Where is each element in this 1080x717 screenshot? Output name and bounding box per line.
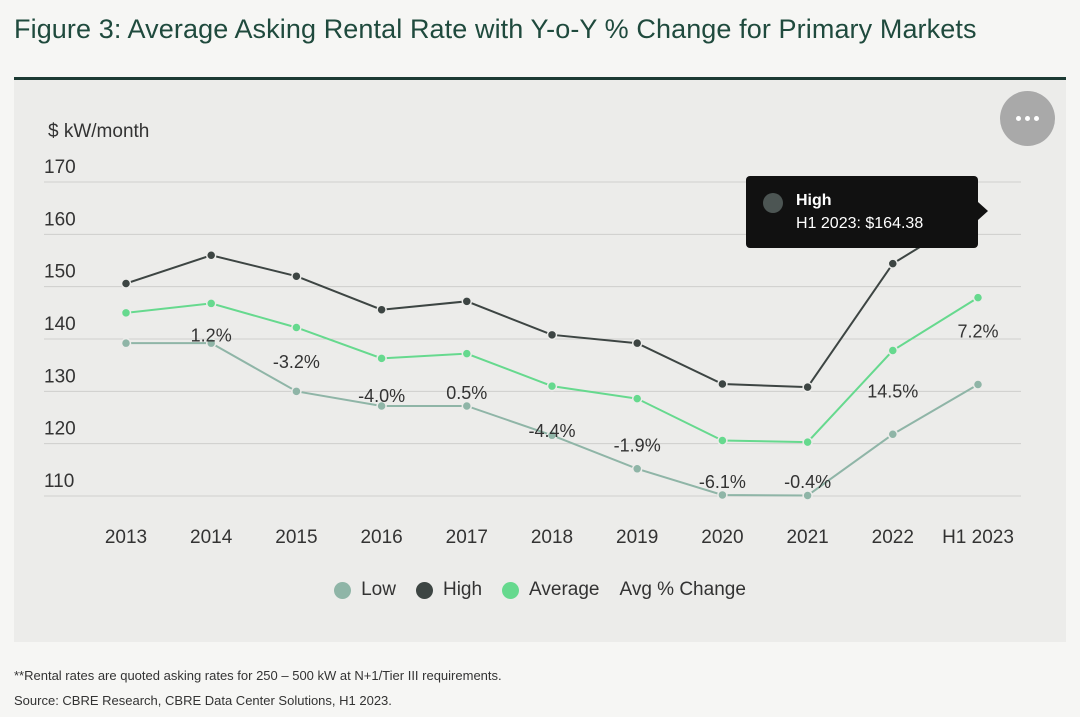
line-chart: $ kW/month 170 160 150 140 130 120 110 2013 2014 2… (44, 121, 1021, 548)
data-point-average (461, 348, 473, 359)
tooltip-value: H1 2023: $164.38 (796, 215, 924, 232)
data-point-high (717, 378, 728, 390)
chart-menu-button[interactable] (1000, 91, 1055, 146)
x-tick-label: 2019 (616, 527, 658, 548)
legend-label-high: High (442, 579, 483, 600)
x-tick-label: 2017 (446, 527, 488, 548)
title-divider (14, 77, 1066, 80)
data-point-high (631, 337, 643, 349)
pct-change-label: 0.5% (446, 383, 487, 403)
figure-title: Figure 3: Average Asking Rental Rate wit… (14, 14, 977, 44)
data-point-low (887, 428, 899, 440)
data-point-low (631, 463, 643, 475)
x-tick-label: 2021 (786, 527, 828, 548)
data-point-low (376, 400, 387, 412)
y-tick-label: 110 (44, 471, 74, 492)
tooltip-series-swatch (763, 193, 783, 213)
data-point-average (291, 322, 302, 333)
x-tick-label: 2020 (701, 527, 743, 548)
data-point-low (972, 379, 984, 390)
x-tick-label: 2016 (360, 527, 402, 548)
data-point-average (546, 380, 558, 392)
pct-change-label: -0.4% (784, 472, 831, 492)
legend-item-average[interactable]: Average (502, 579, 599, 601)
y-tick-label: 170 (44, 157, 76, 178)
pct-change-label: -3.2% (273, 352, 320, 372)
x-tick-label: H1 2023 (942, 527, 1014, 548)
footnote-rental-rates: **Rental rates are quoted asking rates f… (14, 668, 502, 683)
legend-item-low[interactable]: Low (334, 579, 396, 601)
data-point-low (802, 490, 813, 501)
footnote-source: Source: CBRE Research, CBRE Data Center … (14, 693, 392, 708)
data-point-average (717, 435, 728, 446)
y-tick-label: 120 (44, 419, 76, 440)
data-point-average (887, 345, 899, 356)
y-tick-label: 160 (44, 209, 76, 230)
data-point-high (205, 250, 217, 261)
data-point-high (461, 296, 473, 307)
data-point-low (546, 430, 558, 441)
data-point-high (546, 329, 558, 341)
legend-label-low: Low (361, 579, 396, 600)
data-tooltip: High H1 2023: $164.38 (746, 176, 988, 248)
data-point-average (972, 292, 984, 303)
ellipsis-icon (1014, 116, 1041, 121)
data-point-high (802, 381, 813, 393)
pct-change-label: -4.4% (528, 421, 575, 441)
data-point-average (120, 307, 132, 319)
legend-swatch-low (334, 581, 352, 599)
legend-swatch-high (415, 581, 433, 599)
pct-change-label: -4.0% (358, 386, 405, 406)
data-point-high (120, 278, 132, 289)
legend-label-pct-change: Avg % Change (619, 579, 746, 600)
data-point-low (461, 400, 473, 412)
pct-change-label: 1.2% (191, 326, 232, 346)
x-tick-label: 2022 (872, 527, 914, 548)
data-point-average (631, 393, 643, 404)
data-point-low (205, 337, 217, 349)
y-tick-label: 140 (44, 314, 76, 335)
y-tick-label: 150 (44, 262, 76, 283)
data-point-average (802, 436, 813, 448)
series-line-low (126, 342, 979, 497)
chart-legend: Low High Average Avg % Change (0, 577, 1080, 603)
data-point-average (376, 353, 387, 364)
data-point-low (120, 337, 132, 349)
chart-panel: $ kW/month 170 160 150 140 130 120 110 2013 2014 2… (14, 80, 1066, 642)
legend-label-average: Average (529, 579, 600, 600)
legend-item-pct-change[interactable]: Avg % Change (619, 579, 745, 601)
x-tick-label: 2013 (105, 527, 147, 548)
legend-item-high[interactable]: High (415, 579, 483, 601)
x-tick-label: 2014 (190, 527, 233, 548)
pct-change-label: -6.1% (699, 472, 746, 492)
pct-change-label: 7.2% (957, 321, 998, 341)
tooltip-series-name: High (796, 192, 832, 209)
y-axis-label: $ kW/month (48, 121, 149, 142)
y-tick-label: 130 (44, 366, 76, 387)
data-point-low (291, 386, 302, 397)
data-point-low (717, 489, 728, 501)
data-point-average (205, 298, 217, 309)
x-tick-label: 2018 (531, 527, 573, 548)
data-point-high (291, 270, 302, 282)
x-tick-label: 2015 (275, 527, 317, 548)
legend-swatch-average (502, 581, 520, 599)
pct-change-label: -1.9% (614, 436, 661, 456)
pct-change-label: 14.5% (867, 382, 918, 402)
data-point-high (887, 258, 899, 269)
data-point-high (376, 304, 387, 315)
